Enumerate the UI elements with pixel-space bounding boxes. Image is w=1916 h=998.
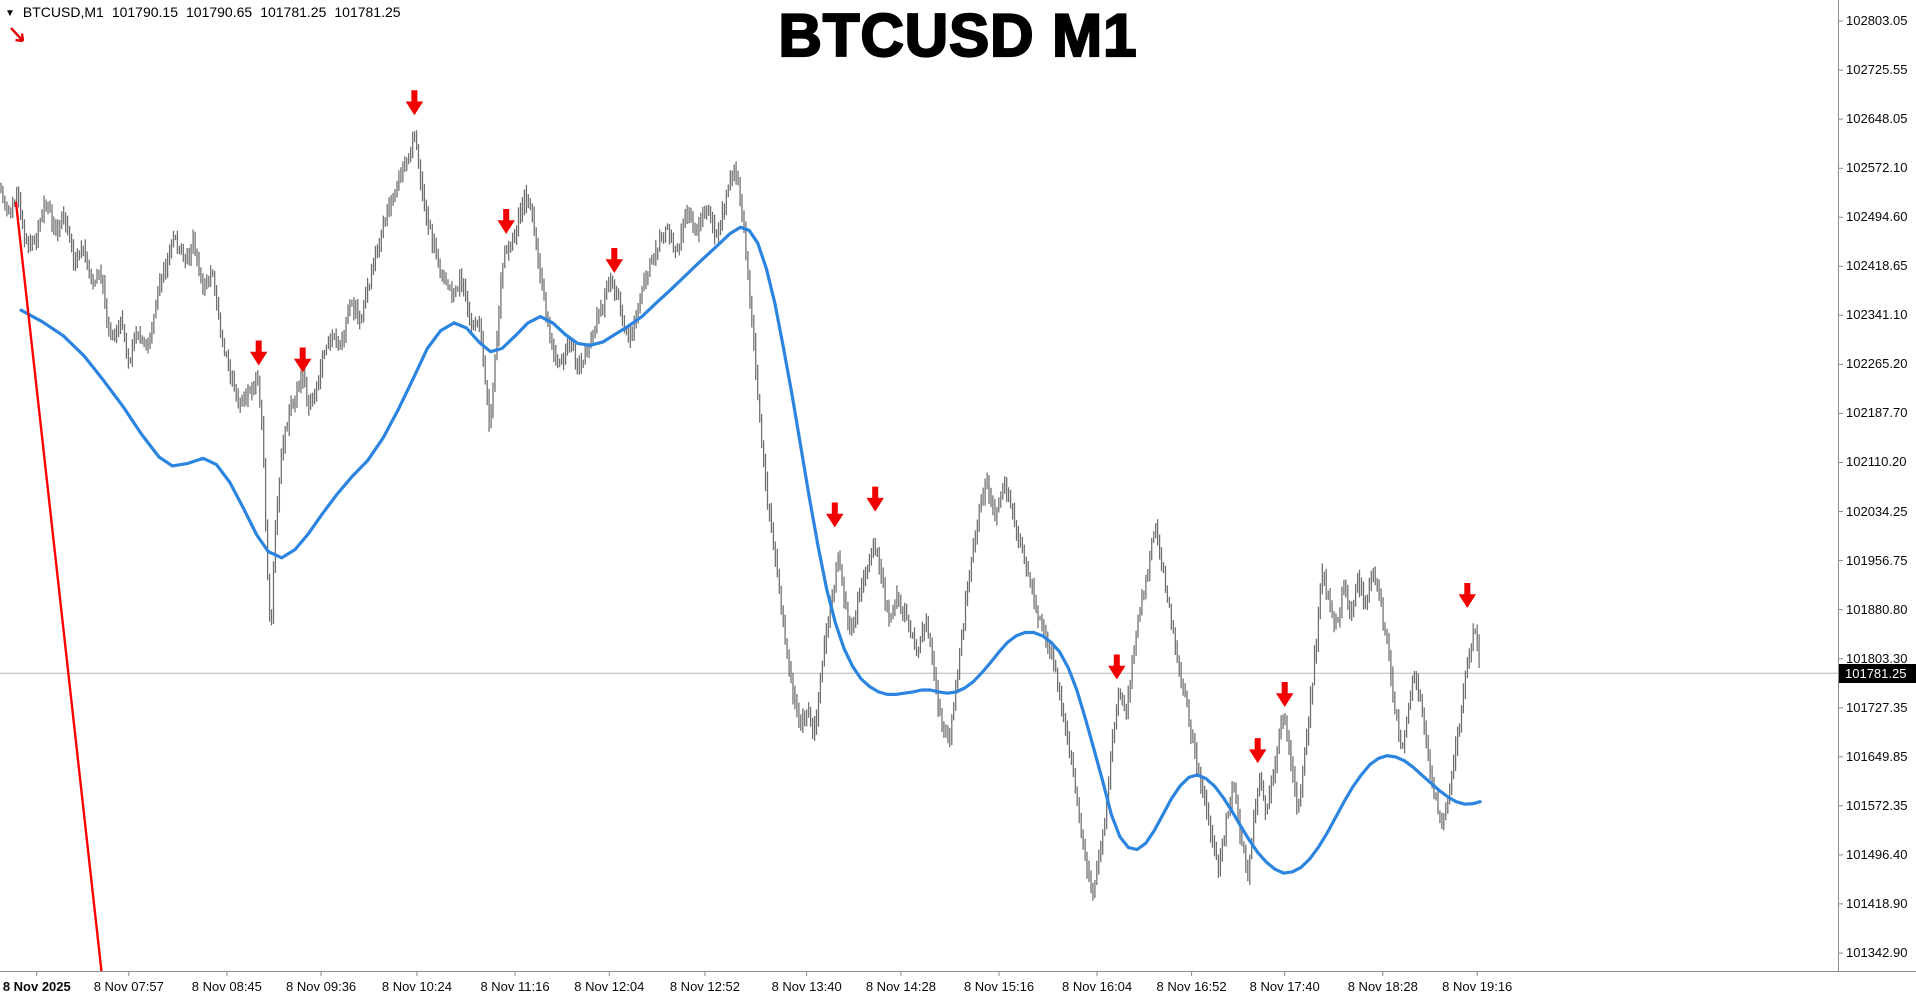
down-arrow-icon bbox=[1458, 583, 1477, 609]
time-axis-label: 8 Nov 18:28 bbox=[1347, 979, 1418, 994]
sell-signal-arrow[interactable] bbox=[249, 340, 268, 366]
quote-close: 101781.25 bbox=[334, 4, 401, 20]
time-axis-label: 8 Nov 16:52 bbox=[1156, 979, 1227, 994]
time-axis-label: 8 Nov 08:45 bbox=[191, 979, 262, 994]
down-arrow-icon bbox=[826, 502, 844, 528]
price-bars bbox=[0, 130, 1480, 901]
price-axis-label: 101727.35 bbox=[1846, 699, 1908, 715]
sell-signal-arrow[interactable] bbox=[605, 247, 624, 273]
sell-signal-arrow[interactable] bbox=[1108, 654, 1126, 680]
down-arrow-icon bbox=[497, 208, 515, 234]
moving-average-line[interactable] bbox=[19, 225, 1482, 875]
down-arrow-icon bbox=[866, 486, 884, 512]
time-axis-label: 8 Nov 09:36 bbox=[286, 979, 357, 994]
time-axis-label: 8 Nov 12:52 bbox=[669, 979, 740, 994]
price-axis-label: 101342.90 bbox=[1846, 945, 1908, 960]
price-axis-label: 101880.80 bbox=[1846, 601, 1908, 617]
price-axis-label: 102265.20 bbox=[1846, 356, 1908, 372]
sell-signal-arrow[interactable] bbox=[497, 208, 515, 234]
down-arrow-icon bbox=[1108, 654, 1126, 680]
price-axis-label: 101418.90 bbox=[1846, 895, 1908, 911]
time-axis-label: 8 Nov 17:40 bbox=[1249, 979, 1320, 994]
price-axis-label: 102572.10 bbox=[1846, 160, 1908, 176]
sell-signal-arrow[interactable] bbox=[1248, 738, 1267, 764]
quote-line: ▼ BTCUSD,M1 101790.15 101790.65 101781.2… bbox=[5, 4, 401, 20]
sell-signal-arrow[interactable] bbox=[866, 486, 884, 512]
price-axis-label: 102494.60 bbox=[1846, 209, 1908, 225]
price-axis-label: 102187.70 bbox=[1846, 405, 1908, 421]
price-axis-label: 101803.30 bbox=[1846, 650, 1908, 666]
time-axis-label: 8 Nov 2025 bbox=[2, 979, 71, 994]
symbol-dropdown-icon[interactable]: ▼ bbox=[5, 8, 15, 19]
price-axis-label: 101649.85 bbox=[1846, 748, 1908, 764]
price-axis-label: 102418.65 bbox=[1846, 258, 1908, 274]
down-arrow-icon bbox=[1275, 681, 1294, 707]
chart-title: BTCUSD M1 bbox=[777, 2, 1138, 69]
price-axis-label: 102034.25 bbox=[1846, 503, 1908, 519]
quote-open: 101790.15 bbox=[111, 4, 178, 20]
time-axis-label: 8 Nov 13:40 bbox=[771, 979, 842, 994]
down-arrow-icon bbox=[249, 340, 268, 366]
down-arrow-icon bbox=[1248, 738, 1267, 764]
sell-signal-arrow[interactable] bbox=[405, 90, 424, 116]
red-arrow-drawing-icon[interactable] bbox=[6, 24, 32, 50]
price-axis-label: 102648.05 bbox=[1846, 111, 1908, 127]
price-axis-label: 102725.55 bbox=[1846, 62, 1908, 78]
time-axis-label: 8 Nov 12:04 bbox=[574, 979, 645, 994]
down-arrow-icon bbox=[405, 90, 424, 116]
price-axis-label: 101956.75 bbox=[1846, 552, 1908, 568]
down-arrow-icon bbox=[293, 347, 312, 373]
time-axis-label: 8 Nov 15:16 bbox=[963, 979, 1035, 994]
sell-signal-arrow[interactable] bbox=[826, 502, 844, 528]
time-axis-label: 8 Nov 14:28 bbox=[865, 979, 936, 994]
descending-trendline[interactable] bbox=[14, 201, 103, 981]
current-price-badge: 101781.25 bbox=[1839, 663, 1916, 683]
time-axis-label: 8 Nov 11:16 bbox=[480, 979, 550, 994]
price-axis-label: 102341.10 bbox=[1846, 307, 1908, 323]
price-axis-label: 102803.05 bbox=[1846, 13, 1908, 28]
time-axis-ticks bbox=[36, 971, 1478, 976]
time-axis-label: 8 Nov 07:57 bbox=[93, 979, 164, 994]
quote-low: 101781.25 bbox=[260, 4, 327, 20]
time-axis-label: 8 Nov 19:16 bbox=[1442, 979, 1513, 994]
price-axis-ticks bbox=[1838, 20, 1843, 954]
down-arrow-icon bbox=[605, 247, 624, 273]
sell-signal-arrow[interactable] bbox=[293, 347, 312, 373]
time-axis-label: 8 Nov 16:04 bbox=[1062, 979, 1133, 994]
sell-signal-arrow[interactable] bbox=[1458, 583, 1477, 609]
quote-high: 101790.65 bbox=[186, 4, 253, 20]
sell-signal-arrow[interactable] bbox=[1275, 681, 1294, 707]
price-axis-label: 101572.35 bbox=[1846, 797, 1908, 813]
time-axis-label: 8 Nov 10:24 bbox=[381, 979, 452, 994]
quote-symbol-period: BTCUSD,M1 bbox=[22, 4, 104, 20]
price-axis-label: 102110.20 bbox=[1846, 454, 1907, 470]
price-axis-label: 101496.40 bbox=[1846, 846, 1908, 862]
